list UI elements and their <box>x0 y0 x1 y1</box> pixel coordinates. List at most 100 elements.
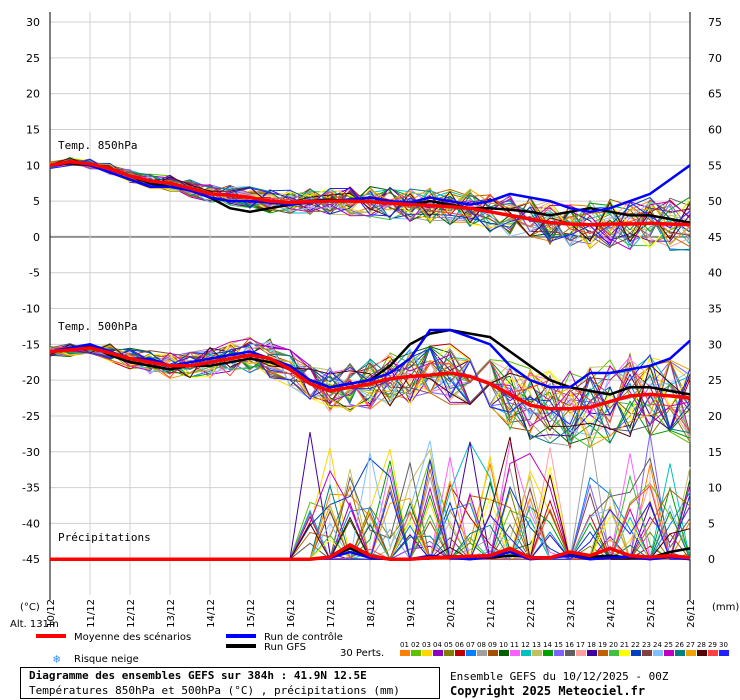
pert-code-label: 07 <box>466 641 475 649</box>
pert-color-swatch <box>719 650 729 656</box>
right-tick-label: 70 <box>708 52 722 65</box>
left-tick-label: 30 <box>26 16 40 29</box>
right-axis-unit: (mm) <box>712 602 739 613</box>
pert-850-line <box>49 158 691 251</box>
pert-code-label: 15 <box>554 641 563 649</box>
mean-precip-line <box>50 542 691 561</box>
right-tick-label: 10 <box>708 482 722 495</box>
right-tick-label: 35 <box>708 303 722 316</box>
pert-code-label: 14 <box>543 641 552 649</box>
pert-color-swatch <box>620 650 630 656</box>
left-tick-label: 15 <box>26 123 40 136</box>
chart-title: Diagramme des ensembles GEFS sur 384h : … <box>29 669 367 682</box>
pert-color-swatch <box>642 650 652 656</box>
pert-color-swatch <box>565 650 575 656</box>
mean-850-line <box>49 159 691 227</box>
x-tick-label: 19/12 <box>406 599 417 628</box>
pert-code-label: 01 <box>400 641 409 649</box>
right-tick-label: 0 <box>708 553 715 566</box>
pert-color-swatch <box>422 650 432 656</box>
pert-code-label: 09 <box>488 641 497 649</box>
x-tick-label: 13/12 <box>166 599 177 628</box>
left-tick-label: -45 <box>22 553 40 566</box>
pert-color-swatch <box>510 650 520 656</box>
left-tick-label: -30 <box>22 446 40 459</box>
control-500-line <box>49 328 691 389</box>
pert-color-swatch <box>477 650 487 656</box>
pert-color-swatch <box>576 650 586 656</box>
right-tick-label: 50 <box>708 195 722 208</box>
pert-color-swatch <box>697 650 707 656</box>
x-tick-label: 11/12 <box>86 599 97 628</box>
x-tick-label: 16/12 <box>286 599 297 628</box>
pert-code-label: 28 <box>697 641 706 649</box>
snowflake-icon: ❄ <box>53 652 60 666</box>
pert-code-label: 21 <box>620 641 629 649</box>
run-info: Ensemble GEFS du 10/12/2025 - 00Z <box>450 670 669 683</box>
pert-color-swatch <box>631 650 641 656</box>
pert-code-label: 27 <box>686 641 695 649</box>
right-tick-label: 25 <box>708 374 722 387</box>
x-tick-label: 12/12 <box>126 599 137 628</box>
x-tick-label: 20/12 <box>446 599 457 628</box>
pert-500-line <box>49 341 691 426</box>
pert-code-label: 02 <box>411 641 420 649</box>
altitude-label: Alt. 131m <box>10 619 59 630</box>
pert-500-line <box>49 338 691 445</box>
pert-color-swatch <box>466 650 476 656</box>
pert-color-swatch <box>433 650 443 656</box>
pert-color-swatch <box>664 650 674 656</box>
pert-color-swatch <box>543 650 553 656</box>
pert-500-line <box>49 346 691 444</box>
pert-color-swatch <box>444 650 454 656</box>
pert-code-label: 29 <box>708 641 717 649</box>
chart-subtitle: Températures 850hPa et 500hPa (°C) , pré… <box>29 684 400 697</box>
pert-code-label: 19 <box>598 641 607 649</box>
pert-color-swatch <box>400 650 410 656</box>
left-tick-label: -15 <box>22 338 40 351</box>
left-tick-label: -10 <box>22 303 40 316</box>
right-tick-label: 30 <box>708 338 722 351</box>
copyright: Copyright 2025 Meteociel.fr <box>450 684 646 698</box>
left-tick-label: -5 <box>29 267 40 280</box>
pert-500-line <box>49 345 691 437</box>
right-tick-label: 45 <box>708 231 722 244</box>
pert-500-line <box>49 344 691 432</box>
pert-850-line <box>50 162 691 250</box>
pert-color-swatch <box>521 650 531 656</box>
left-tick-label: 20 <box>26 88 40 101</box>
perturbation-legend: 01 02 03 04 05 06 07 08 09 10 11 12 13 14 15 16 17 18 19 20… <box>400 641 729 656</box>
right-tick-label: 55 <box>708 159 722 172</box>
x-tick-label: 24/12 <box>606 599 617 628</box>
x-tick-label: 21/12 <box>486 599 497 628</box>
pert-500-line <box>49 343 691 435</box>
pert-code-label: 03 <box>422 641 431 649</box>
legend-control-label: Run de contrôle <box>264 631 343 643</box>
pert-code-label: 17 <box>576 641 585 649</box>
pert-color-swatch <box>455 650 465 656</box>
main-series <box>49 159 691 561</box>
pert-code-label: 04 <box>433 641 442 649</box>
pert-color-swatch <box>708 650 718 656</box>
legend: Moyenne des scénarios Run de contrôle Ru… <box>36 631 384 666</box>
x-tick-label: 22/12 <box>526 599 537 628</box>
right-tick-label: 75 <box>708 16 722 29</box>
pert-color-swatch <box>554 650 564 656</box>
pert-code-label: 08 <box>477 641 486 649</box>
panel-label-precip: Précipitations <box>58 531 151 544</box>
right-tick-label: 20 <box>708 410 722 423</box>
pert-code-label: 11 <box>510 641 519 649</box>
left-tick-label: -25 <box>22 410 40 423</box>
panel-label-850: Temp. 850hPa <box>58 139 137 152</box>
pert-code-label: 26 <box>675 641 684 649</box>
left-tick-label: 10 <box>26 159 40 172</box>
pert-code-label: 23 <box>642 641 651 649</box>
left-tick-label: -40 <box>22 517 40 530</box>
pert-code-label: 10 <box>499 641 508 649</box>
pert-color-swatch <box>488 650 498 656</box>
x-tick-label: 17/12 <box>326 599 337 628</box>
left-tick-label: -35 <box>22 482 40 495</box>
chart-grid <box>49 12 691 600</box>
